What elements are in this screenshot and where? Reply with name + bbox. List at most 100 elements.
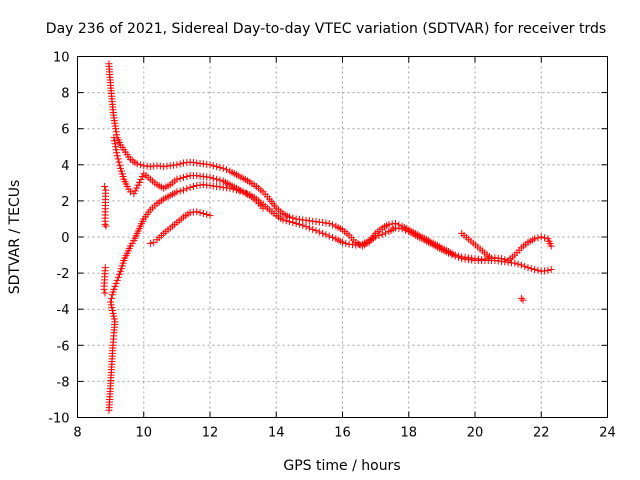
data-point bbox=[292, 219, 300, 227]
chart-title: Day 236 of 2021, Sidereal Day-to-day VTE… bbox=[46, 21, 606, 37]
data-point bbox=[189, 182, 197, 190]
data-point bbox=[146, 239, 154, 247]
y-tick-label: 2 bbox=[61, 195, 69, 210]
data-point bbox=[339, 238, 346, 246]
data-point bbox=[216, 176, 224, 184]
data-point bbox=[325, 232, 333, 240]
data-point bbox=[398, 225, 406, 233]
data-point bbox=[110, 312, 118, 320]
data-point bbox=[223, 166, 231, 174]
x-tick-label: 24 bbox=[599, 426, 616, 441]
series-short-branch bbox=[146, 208, 214, 247]
y-tick-label: 4 bbox=[61, 159, 69, 174]
data-point bbox=[111, 282, 119, 290]
x-tick-label: 20 bbox=[467, 426, 484, 441]
data-point bbox=[135, 178, 143, 186]
data-point bbox=[302, 223, 310, 231]
data-point bbox=[112, 143, 120, 151]
y-tick-label: -4 bbox=[57, 303, 70, 318]
data-point bbox=[541, 234, 549, 242]
data-point bbox=[176, 187, 184, 195]
data-point bbox=[134, 181, 142, 189]
data-point bbox=[101, 289, 109, 297]
data-point bbox=[216, 164, 224, 172]
data-point bbox=[519, 296, 527, 304]
data-point bbox=[259, 204, 267, 212]
data-point bbox=[108, 306, 116, 314]
data-point bbox=[183, 185, 191, 193]
data-point bbox=[112, 128, 120, 136]
data-point bbox=[206, 161, 214, 169]
data-point bbox=[107, 301, 115, 309]
data-point bbox=[325, 219, 333, 227]
data-point bbox=[186, 183, 194, 191]
data-point bbox=[209, 174, 217, 182]
y-tick-label: -8 bbox=[57, 375, 70, 390]
data-point bbox=[319, 229, 327, 237]
data-point bbox=[173, 188, 181, 196]
data-point bbox=[173, 175, 181, 183]
data-point bbox=[113, 149, 121, 157]
data-point bbox=[111, 318, 119, 326]
data-point bbox=[180, 173, 187, 181]
data-point bbox=[454, 253, 462, 261]
data-point bbox=[112, 125, 120, 133]
data-point bbox=[295, 220, 303, 228]
data-point bbox=[101, 220, 109, 228]
data-point bbox=[375, 232, 383, 240]
data-point bbox=[382, 229, 390, 237]
data-point bbox=[107, 294, 115, 302]
data-point bbox=[309, 225, 317, 233]
x-axis-label: GPS time / hours bbox=[283, 458, 400, 474]
x-tick-label: 18 bbox=[400, 426, 417, 441]
data-point bbox=[196, 209, 204, 217]
data-points bbox=[100, 60, 555, 414]
data-point bbox=[107, 298, 115, 306]
x-tick-label: 22 bbox=[533, 426, 550, 441]
data-point bbox=[114, 273, 122, 281]
data-point bbox=[448, 251, 456, 259]
data-point bbox=[176, 160, 184, 168]
data-point bbox=[138, 173, 146, 181]
data-point bbox=[521, 262, 529, 270]
y-tick-label: 10 bbox=[53, 51, 70, 66]
data-point bbox=[451, 252, 459, 260]
data-point bbox=[299, 221, 307, 229]
series-lower-branch bbox=[105, 181, 555, 414]
data-point bbox=[130, 190, 138, 198]
data-point bbox=[527, 265, 535, 273]
data-point bbox=[312, 227, 320, 235]
x-tick-label: 14 bbox=[268, 426, 285, 441]
series-middle-branch bbox=[110, 134, 267, 212]
data-point bbox=[101, 182, 109, 190]
data-point bbox=[115, 158, 123, 166]
data-point bbox=[110, 285, 118, 293]
data-point bbox=[112, 279, 120, 287]
data-point bbox=[111, 140, 119, 148]
data-point bbox=[110, 137, 118, 145]
plot-frame bbox=[77, 56, 608, 418]
data-point bbox=[524, 264, 532, 272]
data-point bbox=[102, 222, 110, 230]
data-point bbox=[183, 173, 191, 181]
data-point bbox=[372, 233, 380, 241]
series-isolated bbox=[100, 182, 527, 304]
data-point bbox=[173, 161, 181, 169]
data-point bbox=[342, 239, 350, 247]
data-point bbox=[115, 270, 123, 278]
data-point bbox=[517, 294, 525, 302]
data-point bbox=[137, 175, 145, 183]
data-point bbox=[116, 161, 124, 169]
data-point bbox=[127, 188, 134, 196]
data-point bbox=[378, 230, 386, 238]
data-point bbox=[514, 260, 522, 268]
data-point bbox=[547, 242, 555, 250]
data-point bbox=[203, 210, 211, 218]
data-point bbox=[531, 265, 539, 273]
data-point bbox=[213, 175, 221, 183]
data-point bbox=[114, 155, 122, 163]
data-point bbox=[176, 174, 184, 182]
data-point bbox=[315, 228, 323, 236]
